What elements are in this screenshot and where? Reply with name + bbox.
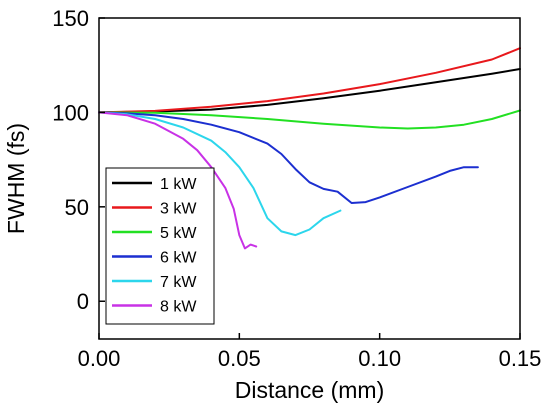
plot-frame: [98, 17, 521, 340]
series-line-6-kw: [98, 111, 479, 204]
legend-label: 1 kW: [160, 176, 197, 193]
x-tick-label: 0.15: [499, 346, 542, 371]
series-line-7-kw: [98, 111, 342, 237]
legend-label: 8 kW: [160, 299, 197, 316]
y-tick-label: 50: [65, 195, 89, 220]
legend-label: 3 kW: [160, 201, 197, 218]
legend-box: [105, 167, 215, 325]
series-line-8-kw: [98, 111, 258, 250]
y-tick-label: 100: [52, 100, 89, 125]
legend-label: 7 kW: [160, 274, 197, 291]
legend-label: 5 kW: [160, 225, 197, 242]
legend: 1 kW 3 kW 5 kW 6 kW 7 kW 8 kW: [105, 167, 215, 325]
x-axis-title: Distance (mm): [235, 377, 385, 403]
y-tick-label: 150: [52, 6, 89, 31]
x-tick-label: 0.00: [78, 346, 121, 371]
x-tick-label: 0.10: [358, 346, 401, 371]
legend-label: 6 kW: [160, 250, 197, 267]
series-layer: [98, 47, 521, 250]
series-line-3-kw: [98, 47, 521, 114]
ticks-layer: 0.00 0.05 0.10 0.15 0 50 100 150: [52, 6, 541, 371]
y-tick-label: 0: [77, 289, 89, 314]
series-line-1-kw: [98, 68, 521, 114]
x-tick-label: 0.05: [218, 346, 261, 371]
series-line-5-kw: [98, 109, 521, 130]
y-axis-title: FWHM (fs): [3, 123, 29, 234]
